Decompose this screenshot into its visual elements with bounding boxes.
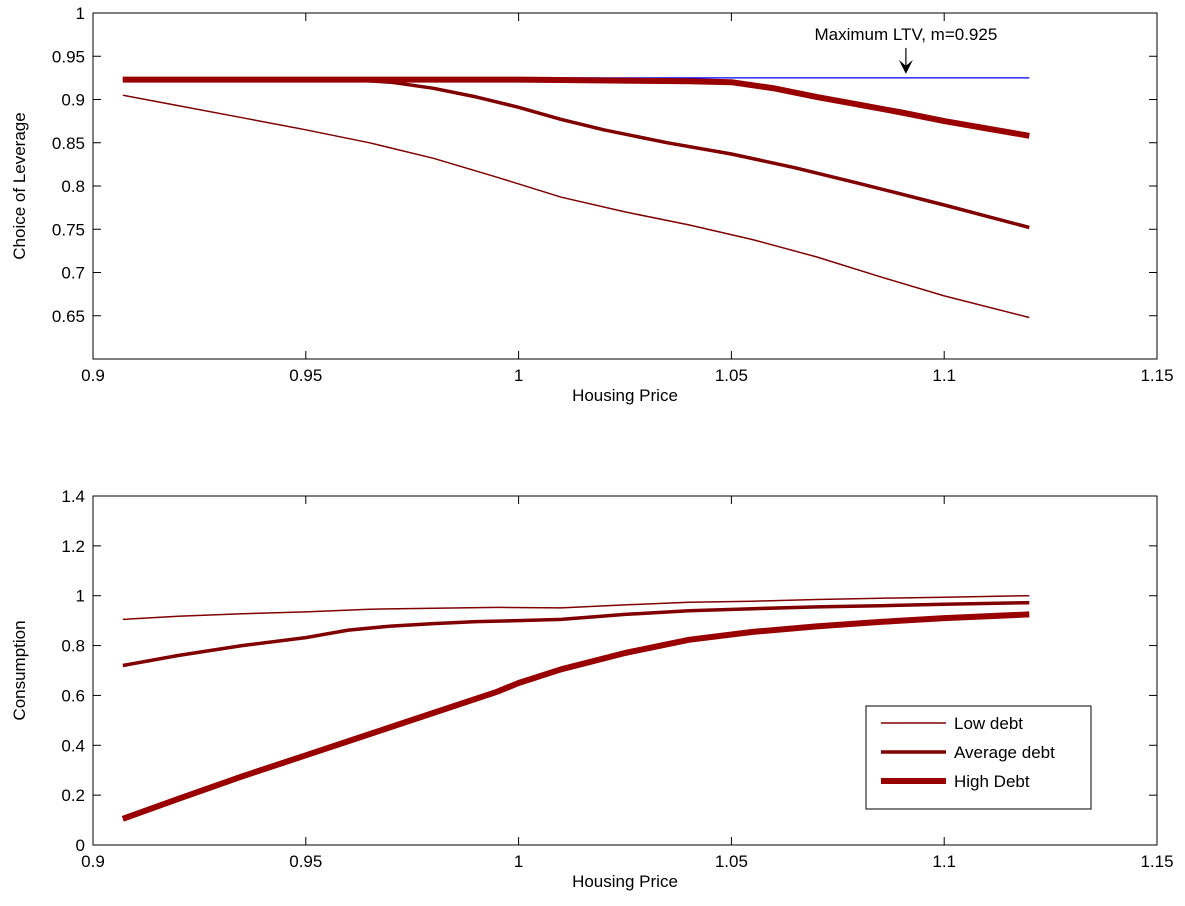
top-series-average-debt xyxy=(122,77,1030,230)
top-y-tick-label: 0.7 xyxy=(61,264,85,283)
top-x-axis-label: Housing Price xyxy=(572,386,678,405)
top-y-tick-label: 0.95 xyxy=(52,47,85,66)
bottom-x-tick-label: 1.05 xyxy=(715,852,748,871)
bottom-x-tick-label: 0.9 xyxy=(81,852,105,871)
bottom-legend: Low debt Average debt High Debt xyxy=(865,705,1092,810)
bottom-series-average-debt xyxy=(122,600,1030,668)
bottom-y-tick-label: 1 xyxy=(76,587,85,606)
top-x-tick-label: 1.15 xyxy=(1140,366,1173,385)
bottom-y-tick-label: 0.2 xyxy=(61,786,85,805)
bottom-x-tick-label: 0.95 xyxy=(289,852,322,871)
bottom-y-tick-label: 1.4 xyxy=(61,487,85,506)
top-series-low-debt xyxy=(122,94,1030,319)
top-annotation-text: Maximum LTV, m=0.925 xyxy=(814,25,997,44)
bottom-y-tick-label: 0.6 xyxy=(61,686,85,705)
top-y-tick-label: 0.9 xyxy=(61,91,85,110)
bottom-x-axis-label: Housing Price xyxy=(572,872,678,891)
bottom-series-high-debt xyxy=(121,611,1030,822)
top-y-tick-label: 0.75 xyxy=(52,220,85,239)
top-annotation-arrow-head xyxy=(898,59,913,74)
top-y-tick-label: 0.8 xyxy=(61,177,85,196)
bottom-panel: 0.9 0.95 1 1.05 1.1 1.15 0 0.2 0.4 0.6 0.8 1 1.2 1.4 H… xyxy=(10,487,1174,891)
bottom-y-tick-label: 0.8 xyxy=(61,637,85,656)
top-axes-frame xyxy=(92,12,1158,360)
top-y-axis-label: Choice of Leverage xyxy=(10,112,29,259)
bottom-x-tick-label: 1 xyxy=(514,852,523,871)
legend-label-high-debt: High Debt xyxy=(954,772,1030,791)
top-x-tick-label: 1 xyxy=(514,366,523,385)
legend-label-average-debt: Average debt xyxy=(954,743,1055,762)
bottom-y-tick-label: 1.2 xyxy=(61,537,85,556)
bottom-x-tick-label: 1.15 xyxy=(1140,852,1173,871)
bottom-y-tick-label: 0.4 xyxy=(61,736,85,755)
top-series-high-debt xyxy=(122,76,1030,139)
top-x-tick-label: 1.05 xyxy=(715,366,748,385)
top-x-tick-label: 0.9 xyxy=(81,366,105,385)
bottom-y-axis-label: Consumption xyxy=(10,620,29,720)
legend-label-low-debt: Low debt xyxy=(954,714,1023,733)
bottom-axes-frame xyxy=(92,495,1158,846)
top-panel: 0.9 0.95 1 1.05 1.1 1.15 0.65 0.7 0.75 0.8 0.85 0.9… xyxy=(10,4,1174,405)
bottom-series-low-debt xyxy=(122,594,1030,621)
top-y-tick-label: 1 xyxy=(76,4,85,23)
top-y-tick-label: 0.85 xyxy=(52,134,85,153)
top-x-tick-label: 1.1 xyxy=(932,366,956,385)
bottom-y-tick-label: 0 xyxy=(76,836,85,855)
bottom-x-tick-label: 1.1 xyxy=(932,852,956,871)
top-x-tick-label: 0.95 xyxy=(289,366,322,385)
top-y-tick-label: 0.65 xyxy=(52,307,85,326)
